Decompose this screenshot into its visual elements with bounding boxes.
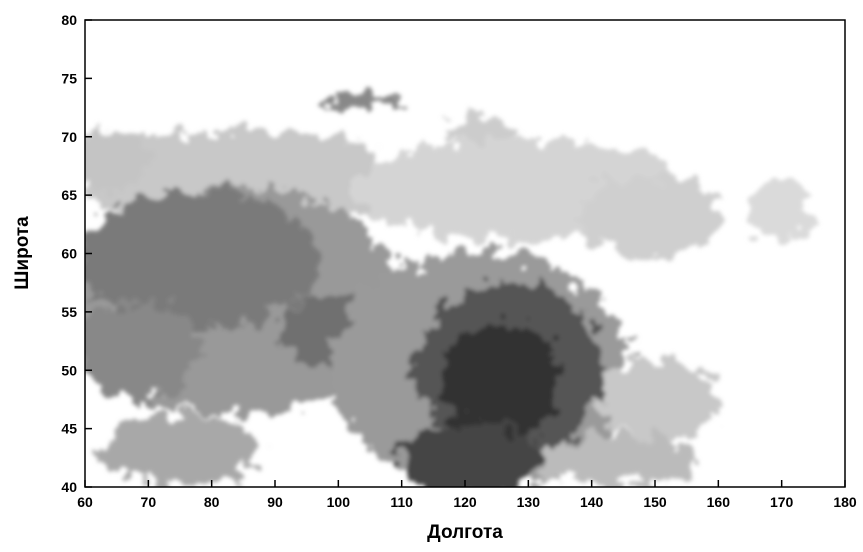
y-tick-label: 60 [61, 246, 77, 262]
y-tick-label: 55 [61, 304, 77, 320]
y-tick-label: 70 [61, 129, 77, 145]
y-tick-label: 80 [61, 12, 77, 28]
y-tick-label: 45 [61, 421, 77, 437]
y-tick-label: 75 [61, 70, 77, 86]
x-tick-label: 90 [267, 494, 283, 510]
x-tick-label: 80 [204, 494, 220, 510]
y-tick-label: 50 [61, 362, 77, 378]
x-tick-label: 180 [833, 494, 857, 510]
x-axis-title: Долгота [427, 522, 503, 543]
x-tick-label: 140 [580, 494, 604, 510]
y-axis-title: Широта [12, 216, 33, 290]
x-tick-label: 170 [770, 494, 794, 510]
x-tick-label: 60 [77, 494, 93, 510]
density-field [85, 94, 815, 487]
x-tick-label: 160 [707, 494, 731, 510]
x-tick-label: 100 [327, 494, 351, 510]
x-tick-label: 130 [517, 494, 541, 510]
x-tick-label: 70 [141, 494, 157, 510]
x-tick-label: 120 [453, 494, 477, 510]
x-tick-label: 110 [390, 494, 413, 510]
y-tick-label: 65 [61, 187, 77, 203]
x-tick-label: 150 [643, 494, 667, 510]
y-tick-label: 40 [61, 479, 77, 495]
